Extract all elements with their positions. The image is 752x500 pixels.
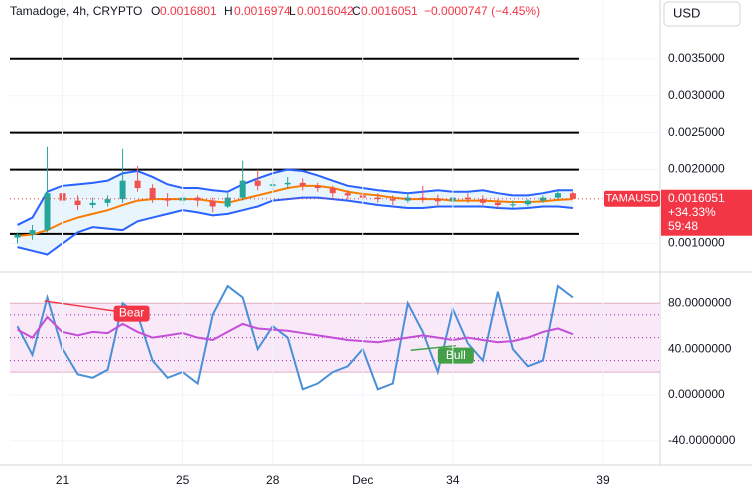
y-tick-label: 0.0030000 [668,88,725,102]
x-tick-label: 28 [266,473,280,487]
ohlc-value: 0.0016042 [297,4,354,18]
ohlc-value: 0.0016051 [361,4,418,18]
y-tick-label: 40.0000000 [668,341,732,355]
symbol-tag-label: TAMAUSD [606,193,659,205]
candle-body [120,181,126,199]
candle-body [435,199,441,201]
candle-body [390,199,396,200]
candle-body [240,181,246,198]
candle-body [75,201,81,205]
price-tag-change: +34.33% [668,205,716,219]
price-tag-countdown: 59:48 [668,219,698,233]
y-tick-label: 0.0025000 [668,125,725,139]
x-tick-label: 21 [56,473,70,487]
ohlc-label: L [289,4,296,18]
candle-body [150,188,156,199]
x-tick-label: 25 [176,473,190,487]
candle-body [105,199,111,203]
ohlc-value: 0.0016974 [234,4,291,18]
ohlc-value: 0.0016801 [160,4,217,18]
x-tick-label: Dec [352,473,373,487]
candle-body [210,201,216,207]
legend-header: Tamadoge, 4h, CRYPTO O 0.0016801 H 0.001… [10,4,540,18]
candle-body [345,193,351,195]
candle-body [570,193,576,199]
divergence-label: Bear [119,306,144,320]
y-tick-label: 0.0020000 [668,162,725,176]
candle-body [405,198,411,201]
y-tick-label: 0.0010000 [668,236,725,250]
price-tag-value: 0.0016051 [668,191,725,205]
candle-body [480,199,486,203]
candle-body [495,203,501,205]
currency[interactable]: USD [673,5,700,20]
candle-body [465,198,471,199]
candle-body [555,193,561,197]
y-tick-label: 0.0000000 [668,387,725,401]
y-tick-label: 0.0035000 [668,51,725,65]
y-tick-label: 80.0000000 [668,295,732,309]
change: −0.0000747 (−4.45%) [424,4,540,18]
candle-body [375,198,381,199]
divergence-label: Bull [446,348,466,362]
candle-body [30,230,36,234]
candle-body [45,193,51,230]
ohlc-label: O [151,4,160,18]
candle-body [525,201,531,205]
candle-body [285,183,291,184]
candle-body [255,181,261,186]
candle-body [225,198,231,207]
x-tick-label: 39 [596,473,610,487]
y-tick-label: -40.0000000 [668,433,736,447]
candle-body [90,203,96,205]
candle-body [510,204,516,205]
candle-body [330,188,336,193]
candle-body [195,198,201,201]
candle-body [315,186,321,188]
candle-body [300,183,306,186]
candle-body [165,199,171,200]
candle-body [135,181,141,188]
candle-body [15,235,21,238]
ohlc-label: H [224,4,233,18]
x-tick-label: 34 [446,473,460,487]
symbol-title: Tamadoge, 4h, CRYPTO [10,4,142,18]
ohlc-label: C [352,4,361,18]
